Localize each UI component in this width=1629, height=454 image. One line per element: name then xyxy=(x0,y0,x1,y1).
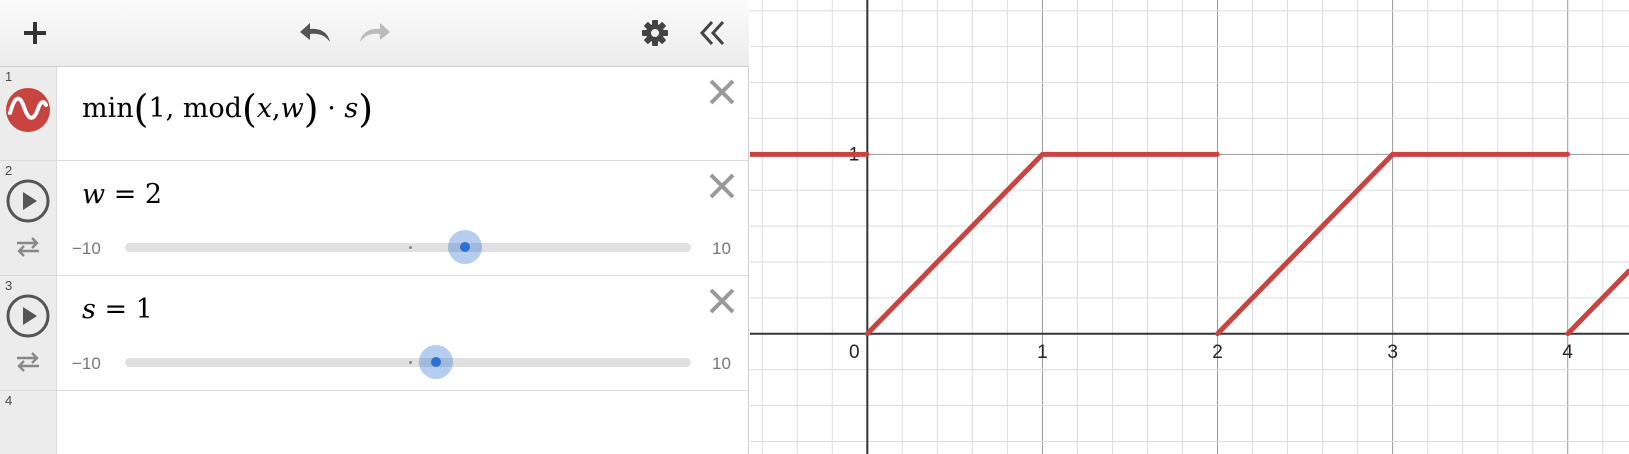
slider-max-label[interactable]: 10 xyxy=(712,239,731,258)
double-chevron-left-icon xyxy=(699,20,725,46)
expression-gutter: 1 xyxy=(0,67,57,160)
slider-definition[interactable]: w = 2 xyxy=(82,179,162,210)
x-tick-label: 2 xyxy=(1212,342,1223,363)
slider-row-s[interactable]: 3 s = 1 −10 10 xyxy=(0,276,749,391)
graph-canvas[interactable]: 0 1 2 3 41 xyxy=(750,0,1629,454)
slider-variable: w xyxy=(82,179,106,210)
x-tick-label: 3 xyxy=(1387,342,1398,363)
slider-definition[interactable]: s = 1 xyxy=(82,294,153,325)
slider-value: 1 xyxy=(135,294,153,325)
play-icon[interactable] xyxy=(5,293,51,339)
delete-expression-icon[interactable] xyxy=(707,286,737,316)
expression-number: 3 xyxy=(5,278,13,293)
gear-icon xyxy=(642,20,668,46)
multiply-dot: · xyxy=(327,93,336,124)
equals-sign: = xyxy=(95,294,136,325)
variable-s: s xyxy=(344,93,359,124)
slider-value: 2 xyxy=(144,179,163,210)
expression-row-1[interactable]: 1 min(1, mod(x,w) · s) xyxy=(0,67,749,161)
settings-button[interactable] xyxy=(637,15,673,51)
plus-icon xyxy=(24,22,46,44)
collapse-panel-button[interactable] xyxy=(694,15,730,51)
play-icon[interactable] xyxy=(5,178,51,224)
sine-wave-icon[interactable] xyxy=(5,87,51,133)
slider-zero-tick xyxy=(409,361,412,364)
add-expression-button[interactable] xyxy=(18,16,52,50)
function-name: min xyxy=(82,93,134,124)
undo-button[interactable] xyxy=(296,16,336,50)
x-tick-label: 4 xyxy=(1562,342,1573,363)
slider-track[interactable] xyxy=(125,358,691,367)
delete-expression-icon[interactable] xyxy=(707,171,737,201)
slider-variable: s xyxy=(82,294,96,325)
slider-min-label[interactable]: −10 xyxy=(72,354,101,373)
slider-min-label[interactable]: −10 xyxy=(72,239,101,258)
redo-icon xyxy=(360,23,390,42)
function-curve-segment xyxy=(1565,268,1629,337)
paren-open: ( xyxy=(133,87,149,131)
paren-open: ( xyxy=(241,87,257,131)
paren-close: ) xyxy=(358,87,374,131)
function-curve-segment xyxy=(1215,151,1570,337)
variable-w: w xyxy=(280,93,304,124)
loop-direction-icon[interactable] xyxy=(13,236,43,258)
loop-direction-icon[interactable] xyxy=(13,351,43,373)
slider-zero-tick xyxy=(409,246,412,249)
expression-gutter: 3 xyxy=(0,276,57,390)
first-argument: 1, xyxy=(148,93,175,124)
redo-button[interactable] xyxy=(354,16,394,50)
slider-max-label[interactable]: 10 xyxy=(712,354,731,373)
equals-sign: = xyxy=(105,179,145,210)
expression-gutter: 2 xyxy=(0,161,57,275)
paren-close: ) xyxy=(303,87,319,131)
toolbar xyxy=(0,0,749,67)
expression-gutter: 4 xyxy=(0,391,57,454)
function-curve-segment xyxy=(864,151,1220,337)
slider-handle-dot xyxy=(431,357,441,367)
expression-row-empty[interactable]: 4 xyxy=(0,391,749,454)
variable-x: x xyxy=(256,93,273,124)
x-tick-label: 1 xyxy=(1037,342,1048,363)
slider-handle-dot xyxy=(460,242,470,252)
comma: , xyxy=(272,93,281,124)
expression-number: 2 xyxy=(5,163,13,178)
expression-formula[interactable]: min(1, mod(x,w) · s) xyxy=(82,87,373,131)
slider-track[interactable] xyxy=(125,243,691,252)
delete-expression-icon[interactable] xyxy=(707,77,737,107)
undo-icon xyxy=(300,23,330,42)
expression-list-panel: 1 min(1, mod(x,w) · s) 2 w = xyxy=(0,0,749,454)
mod-function-name: mod xyxy=(182,93,242,124)
x-tick-label: 0 xyxy=(849,342,860,363)
slider-row-w[interactable]: 2 w = 2 −10 10 xyxy=(0,161,749,276)
expression-number: 4 xyxy=(5,393,13,408)
expression-number: 1 xyxy=(5,69,13,84)
